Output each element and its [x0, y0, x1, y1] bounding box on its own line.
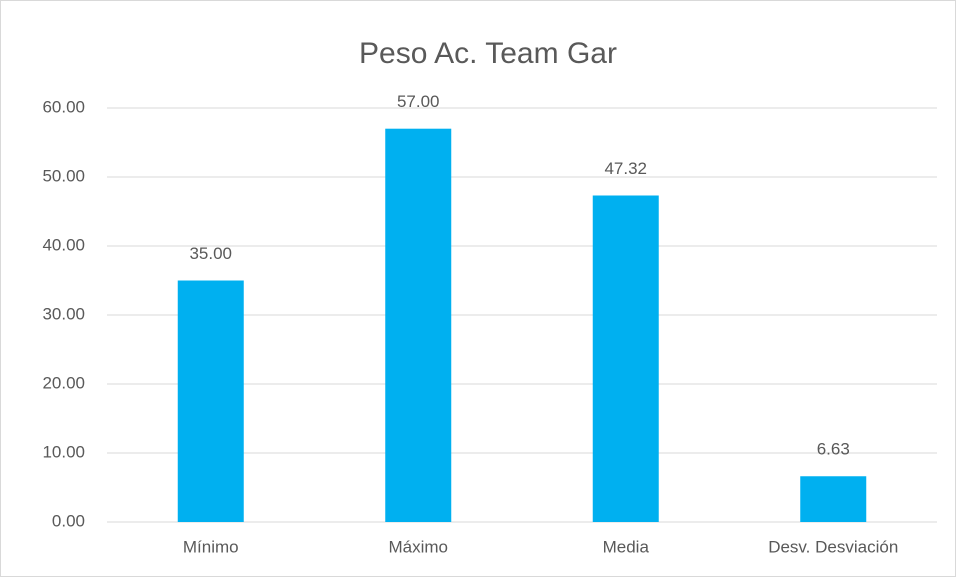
- y-tick-label: 10.00: [42, 442, 85, 461]
- bar: [800, 476, 867, 522]
- data-label: 47.32: [604, 159, 647, 178]
- y-tick-label: 40.00: [42, 235, 85, 254]
- y-tick-label: 20.00: [42, 373, 85, 392]
- bar: [177, 280, 244, 522]
- chart-title: Peso Ac. Team Gar: [359, 37, 617, 70]
- y-tick-label: 50.00: [42, 166, 85, 185]
- y-tick-label: 30.00: [42, 304, 85, 323]
- x-tick-label: Media: [603, 537, 650, 556]
- x-tick-label: Desv. Desviación: [768, 537, 898, 556]
- x-tick-label: Máximo: [388, 537, 448, 556]
- x-tick-label: Mínimo: [183, 537, 239, 556]
- y-tick-label: 0.00: [52, 511, 85, 530]
- data-label: 57.00: [397, 92, 440, 111]
- y-tick-label: 60.00: [42, 97, 85, 116]
- data-label: 6.63: [817, 440, 850, 459]
- bar: [385, 128, 452, 522]
- bar: [592, 195, 659, 522]
- data-label: 35.00: [189, 244, 232, 263]
